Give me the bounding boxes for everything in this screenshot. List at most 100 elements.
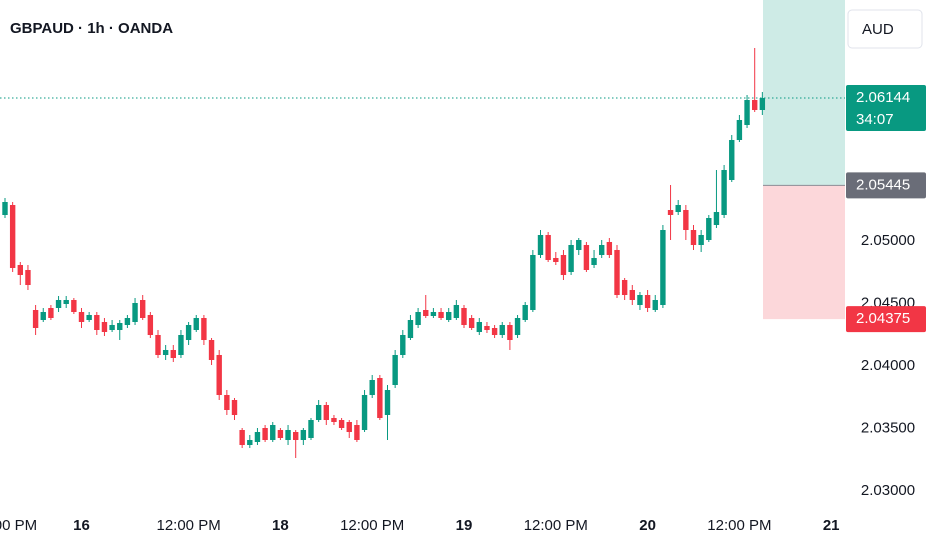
candle-body — [729, 140, 735, 180]
x-tick-label: 20 — [639, 517, 656, 534]
candle-body — [537, 235, 544, 255]
candle-body — [231, 400, 238, 415]
candle-body — [94, 315, 100, 330]
candle-body — [178, 335, 184, 355]
x-tick-label: 12:00 PM — [707, 517, 771, 534]
candle-body — [55, 300, 62, 308]
candle-body — [185, 325, 192, 340]
candle-body — [369, 380, 375, 395]
entry-price-box — [846, 172, 926, 199]
candle-body — [285, 430, 291, 440]
candle-body — [170, 350, 176, 358]
candle-body — [86, 315, 92, 320]
candle-body — [48, 308, 54, 318]
candle-body — [407, 320, 414, 338]
candle-body — [690, 230, 697, 245]
x-tick-label: 12:00 PM — [524, 517, 588, 534]
y-tick-label: 2.05000 — [861, 232, 915, 249]
x-tick-label: 12:00 PM — [0, 517, 37, 534]
candle-body — [323, 405, 329, 420]
x-tick-label: 12:00 PM — [156, 517, 220, 534]
candle-body — [346, 422, 352, 432]
candle-body — [614, 250, 620, 295]
candle-body — [744, 100, 750, 125]
candle-body — [384, 390, 391, 415]
candle-body — [124, 318, 131, 325]
y-tick-label: 2.03000 — [861, 482, 915, 499]
candle-body — [430, 312, 437, 316]
candle-body — [644, 295, 651, 308]
candle-body — [277, 430, 284, 438]
stop-price-label: 2.04375 — [856, 310, 910, 327]
candle-body — [193, 318, 199, 330]
candle-body — [40, 312, 46, 320]
plot-area: 12:00 PM 16 12:00 PM 18 12:00 PM 19 12:00 PM 20… — [0, 0, 845, 534]
candle-body — [484, 326, 490, 330]
x-tick-label: 19 — [456, 517, 473, 534]
candle-body — [568, 245, 574, 272]
candle-body — [683, 210, 689, 230]
stop-zone — [763, 185, 845, 320]
candle-body — [423, 310, 429, 316]
candle-body — [591, 258, 597, 265]
candle-body — [621, 280, 628, 295]
candle-body — [553, 258, 559, 262]
candle-body — [706, 218, 712, 240]
candle-body — [446, 312, 452, 320]
candle-body — [499, 325, 505, 335]
y-tick-label: 2.03500 — [861, 419, 915, 436]
candle-body — [224, 395, 230, 410]
candle-body — [491, 328, 498, 335]
candle-body — [208, 340, 215, 360]
entry-price-label: 2.05445 — [856, 176, 910, 193]
last-price-countdown: 34:07 — [856, 111, 894, 128]
candle-body — [331, 418, 337, 422]
candle-body — [354, 425, 360, 440]
candle-body — [247, 440, 253, 445]
candle-body — [308, 420, 314, 438]
candle-body — [721, 170, 727, 215]
candle-body — [101, 322, 108, 332]
candle-body — [201, 318, 207, 340]
overlay: 2.05445 2.04375 2.06144 34:07 AUD — [846, 9, 926, 333]
candle-body — [293, 432, 299, 440]
candle-body — [599, 245, 605, 255]
candle-body — [63, 300, 69, 304]
candle-body — [392, 355, 398, 385]
candle-body — [415, 312, 421, 325]
candle-body — [147, 315, 154, 335]
candle-body — [468, 318, 475, 328]
x-tick-label: 12:00 PM — [340, 517, 404, 534]
candle-body — [270, 425, 276, 440]
y-tick-label: 2.04000 — [861, 357, 915, 374]
target-zone — [763, 0, 845, 186]
candle-body — [660, 230, 666, 305]
candle-body — [606, 242, 613, 255]
candle-body — [759, 98, 766, 110]
candle-body — [216, 355, 222, 395]
candle-body — [262, 428, 268, 440]
candle-body — [514, 318, 521, 335]
candle-body — [545, 235, 551, 260]
candle-body — [652, 300, 658, 310]
candle-body — [576, 240, 582, 250]
candle-body — [2, 202, 8, 215]
candle-body — [162, 350, 169, 355]
candle-body — [507, 325, 513, 340]
chart-title: GBPAUD · 1h · OANDA — [10, 20, 173, 37]
candle-body — [583, 245, 590, 270]
candle-body — [25, 270, 31, 285]
last-price-box — [846, 85, 926, 131]
candle-body — [667, 210, 674, 215]
candle-body — [9, 205, 16, 268]
candle-body — [713, 212, 720, 225]
currency-label[interactable]: AUD — [862, 21, 894, 38]
candle-body — [637, 295, 643, 305]
candle-body — [675, 205, 681, 212]
candle-body — [461, 308, 467, 325]
candle-body — [239, 430, 245, 445]
x-tick-label: 18 — [272, 517, 289, 534]
currency-button[interactable] — [847, 9, 923, 49]
